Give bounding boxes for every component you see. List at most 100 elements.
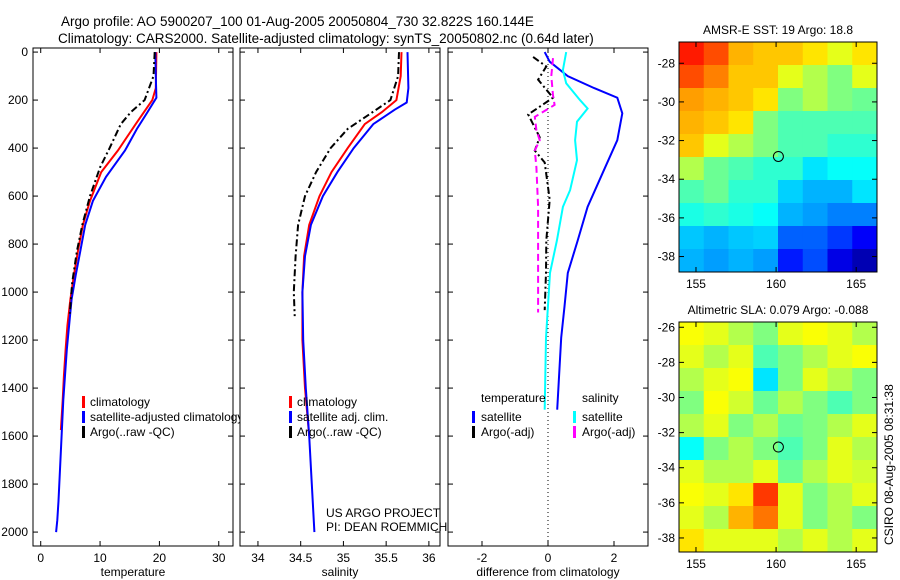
legend-item: Argo(-adj) (481, 425, 534, 439)
heatmap-cell (753, 529, 779, 553)
heatmap-cell (802, 529, 828, 553)
heatmap-cell (679, 134, 705, 158)
heatmap-cell (827, 437, 853, 461)
legend-swatch (573, 426, 576, 438)
heatmap-cell (753, 345, 779, 369)
heatmap-cell (852, 65, 878, 89)
heatmap-cell (703, 111, 729, 135)
heatmap-cell (679, 345, 705, 369)
heatmap-cell (679, 506, 705, 530)
heatmap-cell (778, 529, 804, 553)
y-tick-label: 1200 (1, 333, 28, 347)
x-tick-label: 155 (686, 277, 706, 291)
y-tick-label: 400 (8, 141, 28, 155)
heatmap-cell (728, 460, 754, 484)
y-tick-label: 600 (8, 189, 28, 203)
heatmap-cell (753, 111, 779, 135)
series-line-climatology (59, 52, 158, 431)
y-tick-label: -30 (658, 95, 676, 109)
heatmap-cell (679, 322, 705, 346)
series-line-salinity-satellite (543, 51, 589, 410)
x-tick-label: 165 (846, 557, 866, 571)
heatmap-cell (852, 42, 878, 66)
heatmap-cell (728, 157, 754, 181)
heatmap-cell (753, 460, 779, 484)
y-tick-label: 800 (8, 237, 28, 251)
heatmap-cell (827, 483, 853, 507)
series-line-salinity-argo-adj- (533, 58, 556, 313)
heatmap-cell (852, 180, 878, 204)
heatmap-cell (827, 414, 853, 438)
heatmap-cell (802, 134, 828, 158)
heatmap-cell (728, 88, 754, 112)
heatmap-cell (703, 437, 729, 461)
heatmap-cell (802, 42, 828, 66)
x-tick-label: 34 (251, 551, 265, 565)
plots: 0 10 20 30020040060080010001200140016001800… (1, 23, 878, 579)
heatmap-cell (827, 203, 853, 227)
x-tick-label: 0 (545, 551, 552, 565)
heatmap-cell (802, 203, 828, 227)
legend-swatch (82, 426, 85, 438)
heatmap-cell (778, 249, 804, 273)
float-position-marker (772, 441, 784, 453)
heatmap-cell (778, 203, 804, 227)
series-line-argo-raw-qc- (68, 52, 156, 314)
heatmap-cell (778, 483, 804, 507)
heatmap-cell (778, 506, 804, 530)
legend-item: satellite-adjusted climatology (90, 410, 243, 424)
heatmap-cell (852, 483, 878, 507)
heatmap-cell (802, 414, 828, 438)
heatmap-cell (753, 483, 779, 507)
x-tick-label: 160 (766, 557, 786, 571)
y-tick-label: 2000 (1, 525, 28, 539)
heatmap-cell (703, 203, 729, 227)
heatmap-cell (802, 322, 828, 346)
heatmap-cell (679, 65, 705, 89)
y-tick-label: -34 (658, 172, 676, 186)
sla_map-title: Altimetric SLA: 0.079 Argo: -0.088 (688, 303, 869, 317)
heatmap-cell (852, 203, 878, 227)
y-tick-label: -28 (658, 355, 676, 369)
heatmap-cell (728, 437, 754, 461)
heatmap-cell (802, 157, 828, 181)
sla_map-axes: Altimetric SLA: 0.079 Argo: -0.088 155 160… (658, 303, 878, 571)
heatmap-cell (753, 249, 779, 273)
x-tick-label: 30 (212, 551, 226, 565)
heatmap-cell (778, 134, 804, 158)
heatmap-cell (703, 506, 729, 530)
heatmap-cell (827, 322, 853, 346)
x-tick-label: 35 (337, 551, 351, 565)
y-tick-label: 1600 (1, 429, 28, 443)
heatmap-cell (703, 529, 729, 553)
heatmap-cell (728, 111, 754, 135)
x-tick-label: 10 (93, 551, 107, 565)
y-tick-label: 1000 (1, 285, 28, 299)
x-tick-label: 2 (611, 551, 618, 565)
x-tick-label: 35.5 (374, 551, 398, 565)
legend-swatch (472, 426, 475, 438)
legend-title: temperature (481, 391, 546, 405)
heatmap-cell (703, 88, 729, 112)
axes-frame (32, 47, 234, 547)
x-tick-label: 155 (686, 557, 706, 571)
heatmap-cell (778, 88, 804, 112)
heatmap-cell (679, 368, 705, 392)
heatmap-cell (778, 345, 804, 369)
y-tick-label: 200 (8, 93, 28, 107)
figure-title-line2: Climatology: CARS2000. Satellite-adjuste… (58, 31, 594, 46)
credit-line1: US ARGO PROJECT (326, 506, 441, 520)
y-tick-label: -30 (658, 390, 676, 404)
x-tick-label: 160 (766, 277, 786, 291)
legend-swatch (472, 411, 475, 423)
heatmap-cell (728, 226, 754, 250)
heatmap-cell (753, 322, 779, 346)
heatmap-cell (827, 529, 853, 553)
y-tick-label: 1400 (1, 381, 28, 395)
heatmap-cell (679, 460, 705, 484)
y-tick-label: -32 (658, 134, 676, 148)
x-tick-label: 0 (37, 551, 44, 565)
timestamp-label: CSIRO 08-Aug-2005 08:31:38 (882, 384, 896, 545)
heatmap-cell (728, 529, 754, 553)
